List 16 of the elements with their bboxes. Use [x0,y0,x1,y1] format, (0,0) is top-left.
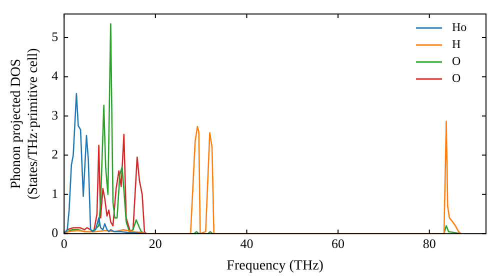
x-tick-label: 20 [148,236,162,251]
x-axis-title: Frequency (THz) [226,258,324,274]
x-tick-label: 60 [332,236,345,251]
x-tick-label: 40 [240,236,254,251]
y-tick-label: 5 [52,28,58,44]
x-tick-label: 80 [422,236,436,251]
y-tick-label: 0 [52,225,58,240]
y-axis-title: Phonon projected DOS (States/THz·primitive cell) [9,48,41,200]
legend-label: Ho [452,20,467,34]
legend-label: O [452,54,461,68]
y-tick-label: 1 [52,186,58,201]
y-tick-label: 3 [52,107,58,122]
y-tick-label: 2 [52,146,58,162]
legend-label: O [452,71,461,86]
y-tick-label: 4 [52,68,59,84]
legend-label: H [452,37,461,52]
